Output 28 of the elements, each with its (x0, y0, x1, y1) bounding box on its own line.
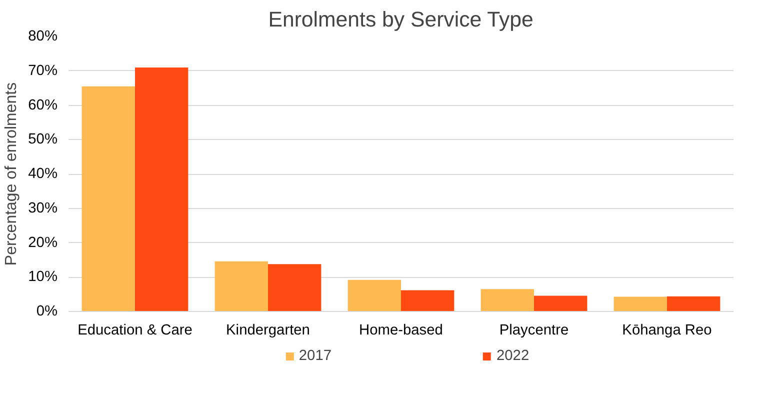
bar (268, 264, 322, 312)
y-tick-label: 50% (28, 132, 58, 148)
bar (401, 290, 454, 312)
y-tick-label: 20% (28, 234, 58, 251)
bar (667, 296, 720, 312)
y-tick-label: 80% (28, 28, 58, 44)
x-tick-label: Playcentre (499, 322, 569, 338)
bar (135, 67, 188, 312)
legend-label: 2017 (298, 348, 332, 364)
y-tick-label: 40% (28, 166, 58, 182)
y-axis-title: Percentage of enrolments (3, 82, 20, 266)
x-tick-label: Kōhanga Reo (622, 322, 712, 338)
bar (214, 261, 268, 312)
bar (480, 289, 534, 312)
bar (534, 296, 588, 312)
legend-label: 2022 (496, 348, 530, 364)
bar (348, 280, 401, 312)
chart-title: Enrolments by Service Type (268, 8, 534, 32)
y-tick-label: 70% (28, 62, 58, 79)
x-tick-label: Education & Care (78, 322, 192, 338)
y-tick-label: 60% (28, 97, 58, 114)
bar (614, 296, 667, 312)
x-tick-label: Kindergarten (226, 322, 310, 338)
y-tick-label: 0% (36, 304, 58, 320)
x-tick-label: Home-based (359, 322, 443, 338)
y-tick-label: 10% (28, 269, 58, 286)
bar (82, 86, 135, 312)
y-tick-label: 30% (28, 200, 58, 216)
